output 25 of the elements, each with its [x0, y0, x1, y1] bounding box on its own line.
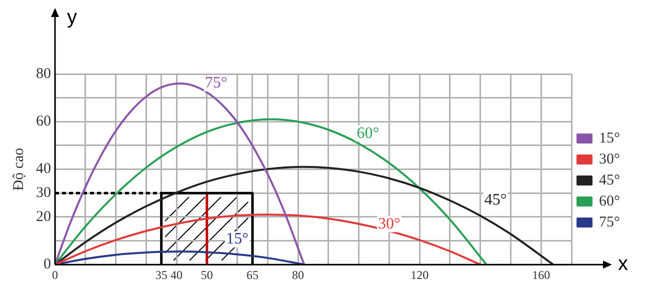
x-tick-label: 40 — [170, 268, 183, 282]
legend-label: 75° — [599, 214, 620, 230]
y-tick-label: 40 — [36, 161, 51, 178]
x-tick-label: 160 — [532, 268, 550, 282]
y-tick-label: 60 — [36, 114, 51, 130]
annotation: 75° — [204, 74, 228, 92]
y-tick-label: 20 — [36, 208, 51, 225]
x-tick-label: 120 — [410, 268, 429, 282]
y-axis-title: Độ cao — [10, 148, 27, 191]
x-tick-label: 80 — [292, 268, 304, 282]
annotation: 15° — [226, 230, 248, 248]
annotation: 30° — [378, 215, 400, 232]
legend-label: 45° — [599, 172, 620, 188]
x-axis-title: x — [618, 253, 628, 276]
annotation: 60° — [356, 124, 380, 142]
x-tick-label: 65 — [246, 268, 258, 282]
x-tick-label: 50 — [200, 268, 213, 282]
y-tick-label: 80 — [36, 66, 51, 82]
annotation: 45° — [484, 191, 507, 208]
y-tick-label: 30 — [36, 185, 51, 202]
text: y — [67, 6, 77, 29]
legend-label: 60° — [599, 193, 620, 210]
x-tick-label: 35 — [155, 268, 168, 282]
legend-label: 30° — [599, 151, 620, 168]
legend-label: 15° — [599, 130, 620, 146]
